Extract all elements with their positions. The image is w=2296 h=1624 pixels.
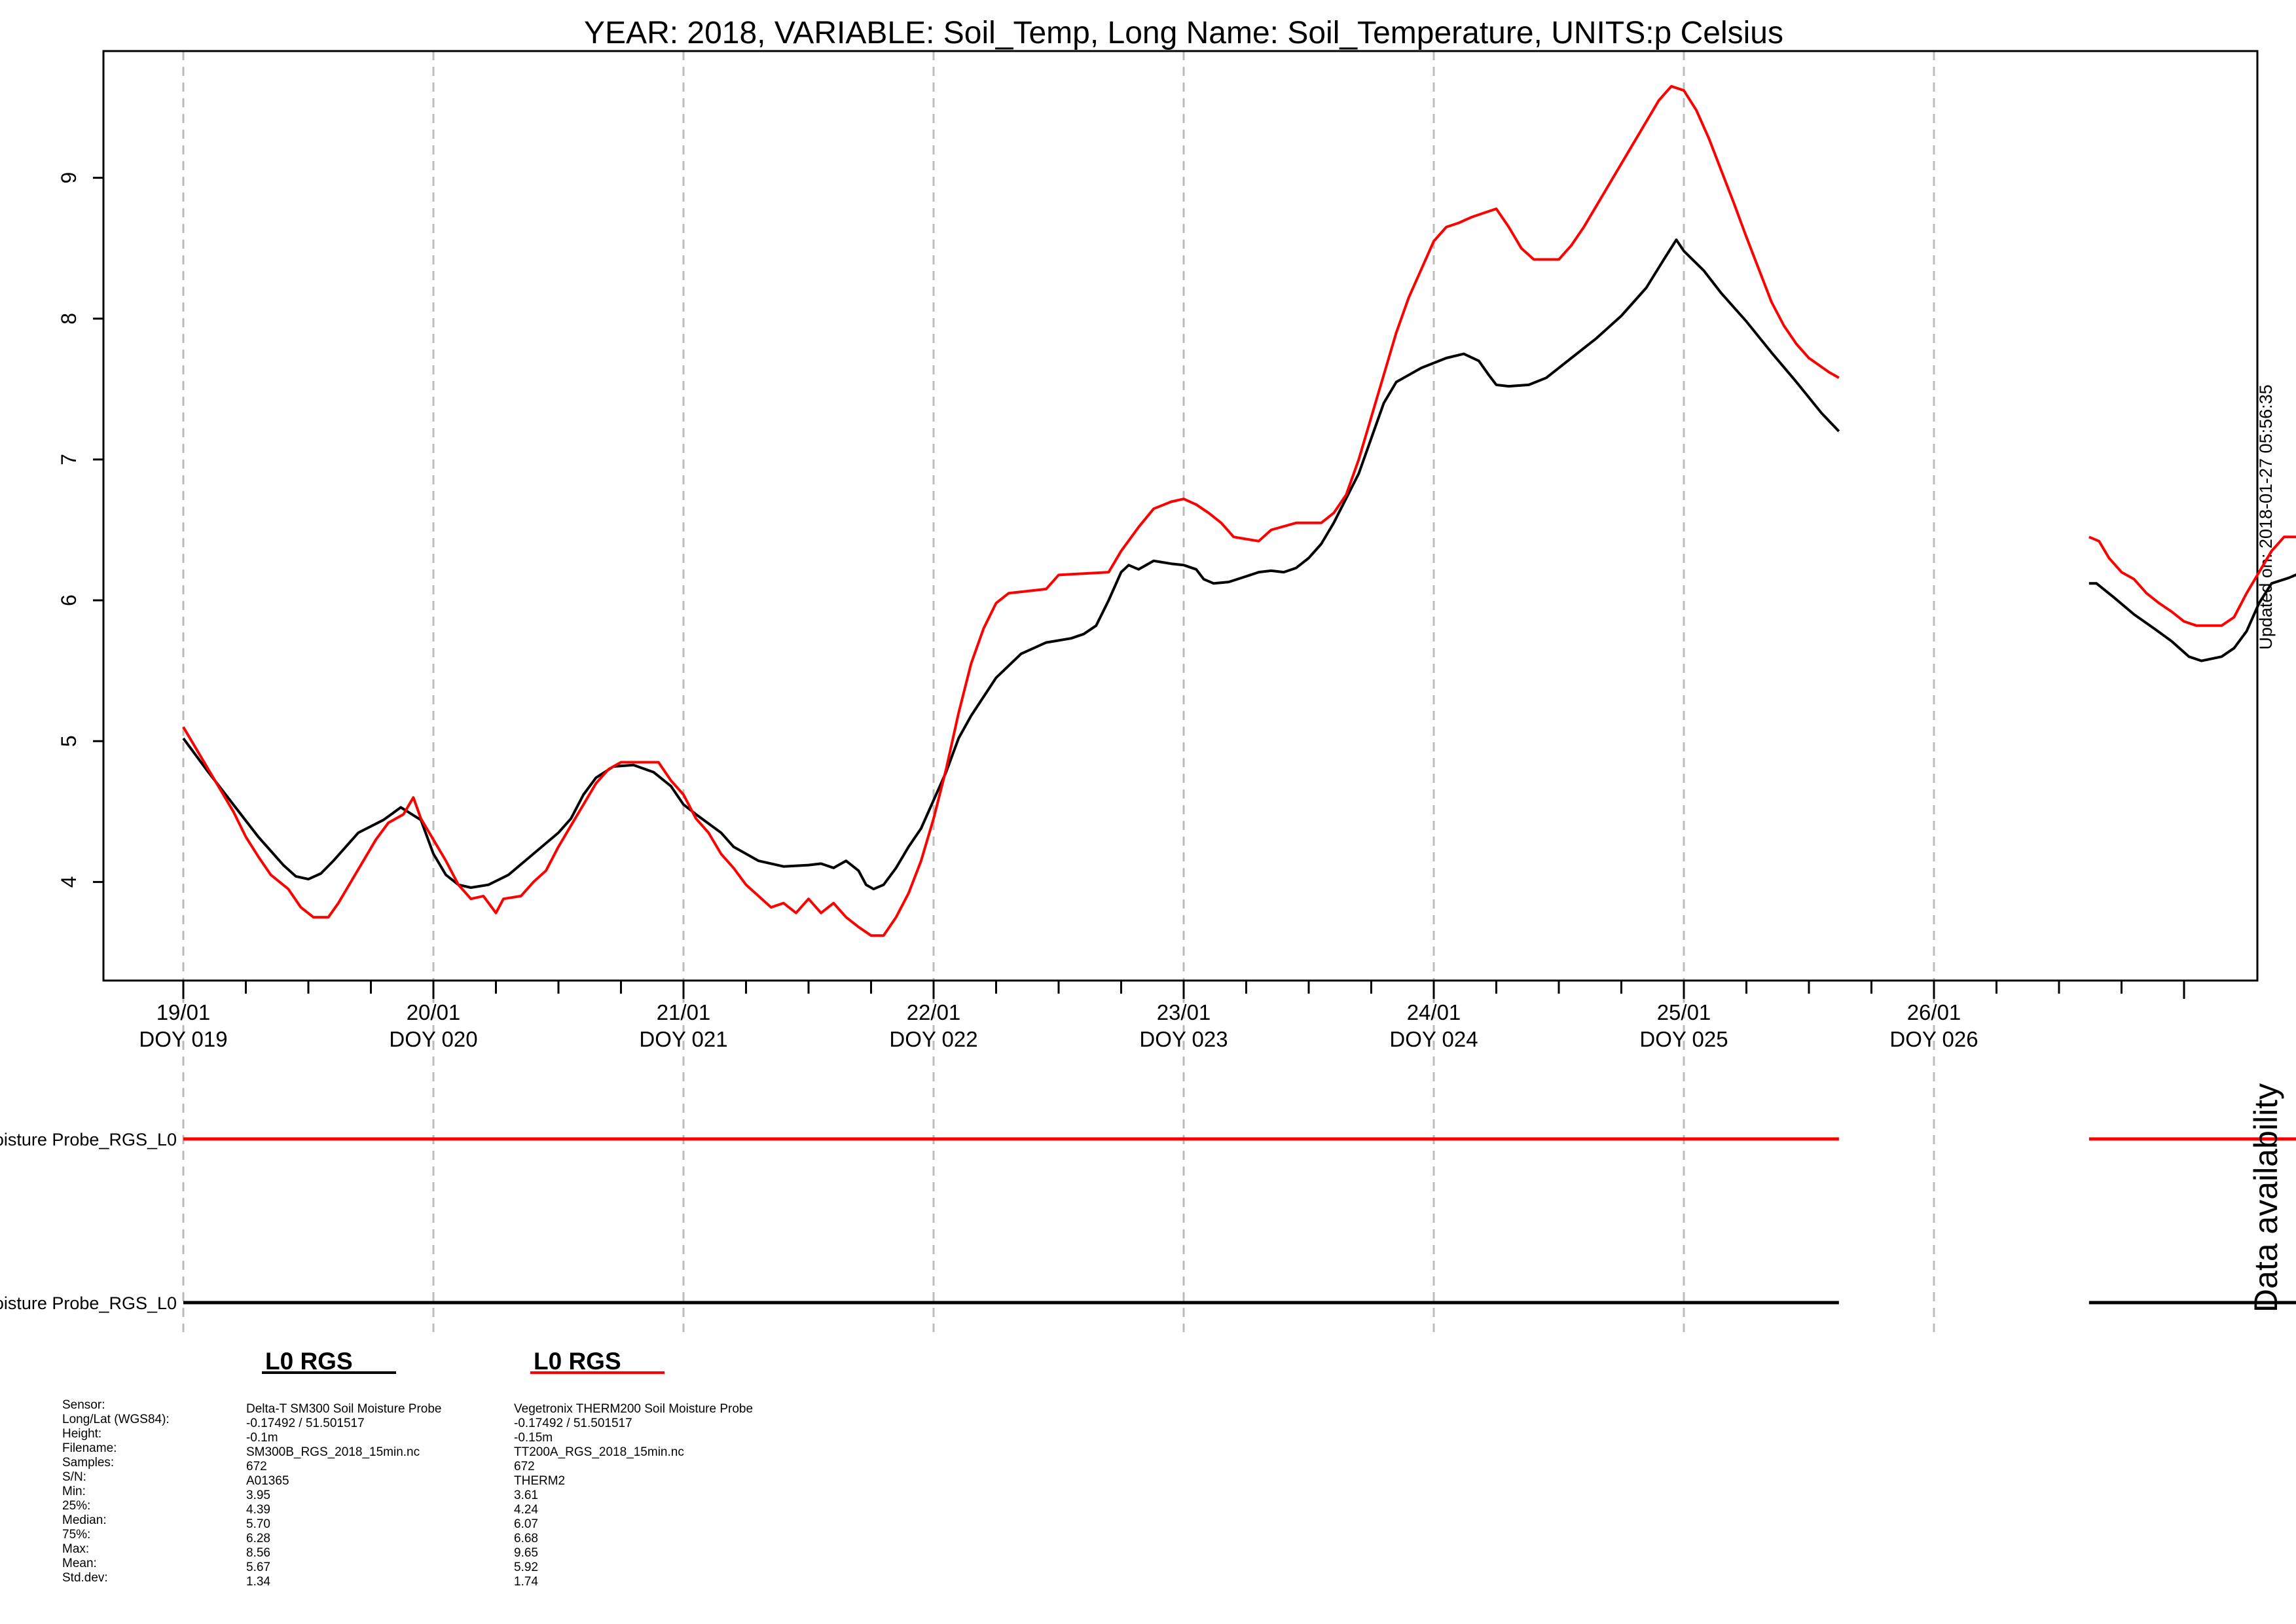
series-line (2088, 573, 2296, 662)
info-cell: 1.34 (246, 1575, 270, 1589)
info-cell: 3.61 (514, 1489, 538, 1502)
x-tick-doy: DOY 026 (1889, 1027, 1978, 1051)
x-tick-date: 24/01 (1407, 1000, 1461, 1024)
x-tick-doy: DOY 019 (139, 1027, 227, 1051)
info-cell: SM300B_RGS_2018_15min.nc (246, 1445, 420, 1459)
info-cell: 8.56 (246, 1546, 270, 1560)
y-tick-label: 6 (57, 594, 81, 606)
x-tick-date: 20/01 (407, 1000, 461, 1024)
x-tick-date: 25/01 (1657, 1000, 1711, 1024)
availability-row-label: l Moisture Probe_RGS_L0 (0, 1130, 177, 1149)
x-tick-date: 26/01 (1907, 1000, 1961, 1024)
info-cell: -0.1m (246, 1431, 278, 1445)
info-cell: 6.07 (514, 1517, 538, 1531)
info-cell: 3.95 (246, 1489, 270, 1502)
y-tick-label: 9 (57, 172, 81, 184)
info-row-label: S/N: (62, 1470, 86, 1484)
info-row-label: Sensor: (62, 1398, 105, 1412)
x-axis: 19/01 DOY 019 20/01 DOY 020 21/01 DOY 021 22/0… (139, 981, 2185, 1051)
x-tick-doy: DOY 025 (1639, 1027, 1728, 1051)
x-tick-date: 21/01 (657, 1000, 711, 1024)
y-tick-label: 5 (57, 735, 81, 747)
info-cell: THERM2 (514, 1474, 565, 1488)
info-cell: -0.17492 / 51.501517 (246, 1416, 365, 1430)
info-row-label: Std.dev: (62, 1571, 108, 1585)
info-row-label: Median: (62, 1513, 107, 1527)
info-cell: -0.15m (514, 1431, 553, 1445)
info-cell: 672 (246, 1460, 267, 1473)
info-cell: A01365 (246, 1474, 289, 1488)
x-tick-doy: DOY 024 (1389, 1027, 1478, 1051)
x-tick-date: 23/01 (1157, 1000, 1211, 1024)
info-row-label: Samples: (62, 1456, 114, 1470)
info-row-label: Filename: (62, 1441, 117, 1455)
x-tick-doy: DOY 021 (639, 1027, 727, 1051)
availability-row-label: l Moisture Probe_RGS_L0 (0, 1293, 177, 1313)
series-line (2088, 535, 2296, 627)
info-table: Sensor:Long/Lat (WGS84):Height:Filename:… (62, 1398, 753, 1589)
y-tick-label: 8 (57, 313, 81, 325)
plot-frame (102, 50, 2259, 982)
info-cell: 5.70 (246, 1517, 270, 1531)
x-tick-date: 22/01 (907, 1000, 961, 1024)
availability-title: Data availability (2248, 1083, 2284, 1312)
info-cell: TT200A_RGS_2018_15min.nc (514, 1445, 684, 1459)
x-tick-doy: DOY 023 (1139, 1027, 1228, 1051)
info-cell: 4.24 (514, 1503, 538, 1517)
legend-label: L0 RGS (534, 1348, 621, 1375)
y-axis: 4 5 6 7 8 9 (57, 172, 103, 888)
info-row-label: Min: (62, 1485, 86, 1498)
y-tick-label: 7 (57, 454, 81, 465)
info-cell: 1.74 (514, 1575, 538, 1589)
y-tick-label: 4 (57, 876, 81, 888)
info-cell: 4.39 (246, 1503, 270, 1517)
info-cell: -0.17492 / 51.501517 (514, 1416, 632, 1430)
series-lines (182, 84, 2296, 937)
info-row-label: Mean: (62, 1557, 97, 1570)
x-tick-doy: DOY 020 (389, 1027, 477, 1051)
info-row-label: 25%: (62, 1499, 90, 1513)
info-cell: 672 (514, 1460, 535, 1473)
chart-title: YEAR: 2018, VARIABLE: Soil_Temp, Long Na… (584, 16, 1783, 50)
x-tick-date: 19/01 (156, 1000, 211, 1024)
info-cell: 5.92 (514, 1561, 538, 1574)
availability-lines (183, 1137, 2296, 1305)
info-row-label: 75%: (62, 1528, 90, 1542)
info-cell: Delta-T SM300 Soil Moisture Probe (246, 1402, 442, 1416)
info-row-label: Long/Lat (WGS84): (62, 1413, 170, 1426)
x-tick-doy: DOY 022 (889, 1027, 977, 1051)
updated-on-label: Updated on: 2018-01-27 05:56:35 (2256, 384, 2276, 649)
series-line (182, 84, 1840, 937)
info-cell: 9.65 (514, 1546, 538, 1560)
info-cell: 5.67 (246, 1561, 270, 1574)
info-cell: 6.28 (246, 1532, 270, 1545)
info-row-label: Max: (62, 1542, 89, 1556)
legend: L0 RGS L0 RGS (262, 1348, 665, 1375)
info-row-label: Height: (62, 1427, 101, 1441)
info-cell: Vegetronix THERM200 Soil Moisture Probe (514, 1402, 753, 1416)
info-cell: 6.68 (514, 1532, 538, 1545)
series-line (182, 238, 1840, 891)
legend-label: L0 RGS (265, 1348, 353, 1375)
availability-labels: l Moisture Probe_RGS_L0l Moisture Probe_… (0, 1130, 177, 1313)
